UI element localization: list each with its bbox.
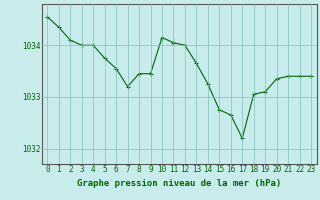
X-axis label: Graphe pression niveau de la mer (hPa): Graphe pression niveau de la mer (hPa) bbox=[77, 179, 281, 188]
